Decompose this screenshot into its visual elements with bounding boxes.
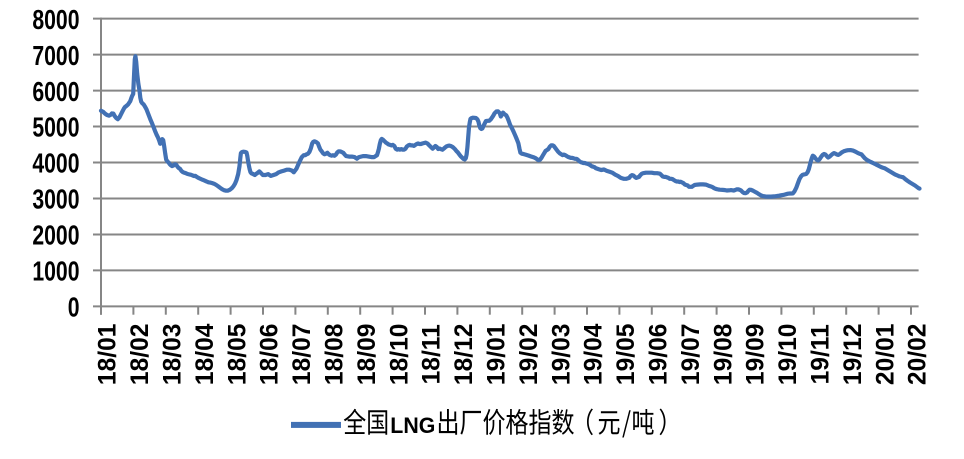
svg-text:19/01: 19/01 — [484, 324, 511, 386]
svg-text:19/05: 19/05 — [613, 324, 640, 386]
svg-text:20/01: 20/01 — [872, 324, 899, 386]
svg-text:6000: 6000 — [32, 77, 79, 107]
svg-text:19/09: 19/09 — [743, 324, 770, 386]
svg-text:7000: 7000 — [32, 41, 79, 71]
svg-text:3000: 3000 — [32, 185, 79, 215]
svg-text:18/11: 18/11 — [419, 324, 446, 384]
svg-text:0: 0 — [68, 293, 80, 323]
svg-text:18/10: 18/10 — [386, 324, 413, 386]
svg-text:19/12: 19/12 — [840, 324, 867, 386]
svg-text:18/04: 18/04 — [192, 323, 219, 385]
svg-text:19/10: 19/10 — [775, 324, 802, 386]
svg-text:19/04: 19/04 — [581, 323, 608, 385]
svg-text:5000: 5000 — [32, 113, 79, 143]
svg-text:19/11: 19/11 — [808, 324, 835, 384]
svg-text:20/02: 20/02 — [905, 324, 932, 386]
svg-text:19/06: 19/06 — [646, 324, 673, 386]
svg-text:LNG: LNG — [390, 413, 435, 438]
svg-text:18/03: 18/03 — [160, 324, 187, 386]
svg-text:18/06: 18/06 — [257, 324, 284, 386]
svg-text:19/08: 19/08 — [710, 324, 737, 386]
svg-text:19/07: 19/07 — [678, 324, 705, 386]
svg-text:18/01: 18/01 — [95, 324, 122, 386]
svg-text:2000: 2000 — [32, 221, 79, 251]
svg-text:8000: 8000 — [32, 5, 79, 35]
svg-text:19/02: 19/02 — [516, 324, 543, 386]
svg-text:18/07: 18/07 — [289, 324, 316, 386]
svg-text:18/12: 18/12 — [451, 324, 478, 386]
svg-text:18/05: 18/05 — [224, 324, 251, 386]
svg-text:18/09: 18/09 — [354, 324, 381, 386]
svg-text:4000: 4000 — [32, 149, 79, 179]
svg-text:18/08: 18/08 — [322, 324, 349, 386]
svg-text:1000: 1000 — [32, 257, 79, 287]
svg-text:19/03: 19/03 — [548, 324, 575, 386]
svg-text:18/02: 18/02 — [127, 324, 154, 386]
